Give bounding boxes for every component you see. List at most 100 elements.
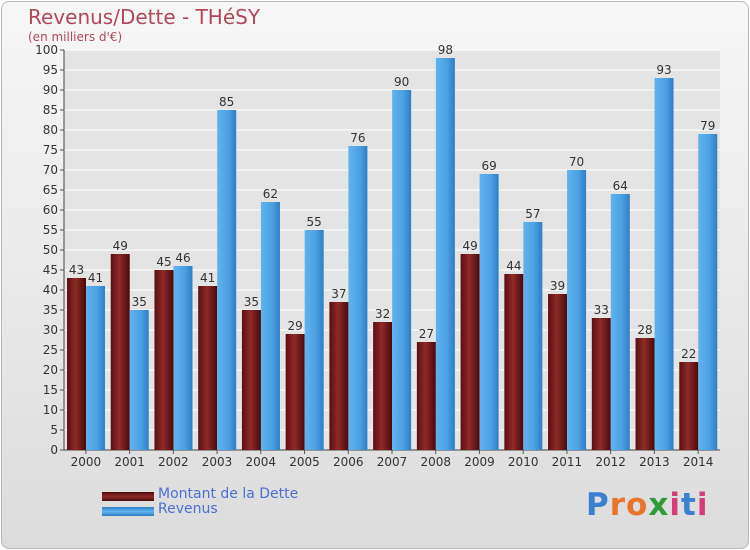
data-label-dette: 41 <box>200 271 215 285</box>
y-tick-label: 60 <box>43 203 58 217</box>
chart-subtitle: (en milliers d'€) <box>28 30 123 44</box>
data-label-dette: 33 <box>594 303 609 317</box>
x-tick-label: 2003 <box>202 455 233 469</box>
data-label-dette: 32 <box>375 307 390 321</box>
bar-dette <box>460 254 480 450</box>
bar-dette <box>110 254 130 450</box>
bar-dette <box>373 322 393 450</box>
y-tick-label: 85 <box>43 103 58 117</box>
data-label-dette: 43 <box>69 263 84 277</box>
y-tick-label: 45 <box>43 263 58 277</box>
y-tick-label: 10 <box>43 403 58 417</box>
data-label-revenus: 55 <box>307 215 322 229</box>
bar-dette <box>504 274 524 450</box>
data-label-revenus: 57 <box>525 207 540 221</box>
y-tick-label: 30 <box>43 323 58 337</box>
bar-dette <box>548 294 568 450</box>
x-tick-label: 2004 <box>246 455 277 469</box>
data-label-revenus: 93 <box>656 63 671 77</box>
bar-revenus <box>610 194 630 450</box>
plot-area: 0 5 10 15 20 25 30 35 40 45 50 55 60 65 70 75 80 85 90 95 10… <box>35 43 720 469</box>
bar-revenus <box>129 310 149 450</box>
x-tick-label: 2011 <box>552 455 583 469</box>
x-tick-label: 2012 <box>595 455 626 469</box>
x-tick-label: 2002 <box>158 455 189 469</box>
bar-dette <box>679 362 699 450</box>
bar-dette <box>198 286 218 450</box>
bar-dette <box>285 334 305 450</box>
bar-revenus <box>348 146 368 450</box>
bar-revenus <box>86 286 105 450</box>
bar-dette <box>416 342 436 450</box>
y-tick-label: 70 <box>43 163 58 177</box>
data-label-dette: 29 <box>288 319 303 333</box>
data-label-dette: 49 <box>113 239 128 253</box>
bar-revenus <box>698 134 718 450</box>
bar-dette <box>591 318 611 450</box>
y-tick-label: 55 <box>43 223 58 237</box>
y-tick-label: 25 <box>43 343 58 357</box>
bar-revenus <box>217 110 237 450</box>
data-label-revenus: 69 <box>481 159 496 173</box>
bar-revenus <box>479 174 499 450</box>
legend-swatch-dette <box>102 492 154 501</box>
bar-revenus <box>304 230 324 450</box>
x-tick-label: 2009 <box>464 455 495 469</box>
y-tick-label: 5 <box>50 423 58 437</box>
bar-dette <box>241 310 261 450</box>
y-tick-label: 20 <box>43 363 58 377</box>
data-label-revenus: 35 <box>132 295 147 309</box>
bar-revenus <box>567 170 587 450</box>
data-label-dette: 44 <box>506 259 521 273</box>
data-label-dette: 45 <box>156 255 171 269</box>
x-tick-label: 2000 <box>71 455 102 469</box>
x-tick-label: 2013 <box>639 455 670 469</box>
bar-dette <box>635 338 655 450</box>
data-label-revenus: 64 <box>613 179 628 193</box>
data-label-dette: 49 <box>462 239 477 253</box>
chart-title: Revenus/Dette - THéSY <box>28 5 261 29</box>
data-label-dette: 27 <box>419 327 434 341</box>
data-label-revenus: 46 <box>175 251 190 265</box>
y-tick-label: 0 <box>50 443 58 457</box>
data-label-revenus: 98 <box>438 43 453 57</box>
bar-revenus <box>260 202 280 450</box>
bar-revenus <box>173 266 193 450</box>
x-tick-label: 2010 <box>508 455 539 469</box>
legend-label-revenus: Revenus <box>158 501 218 517</box>
bar-revenus <box>435 58 455 450</box>
legend-swatch-revenus <box>102 507 154 516</box>
y-tick-label: 50 <box>43 243 58 257</box>
bar-dette <box>329 302 349 450</box>
data-label-dette: 22 <box>681 347 696 361</box>
data-label-dette: 37 <box>331 287 346 301</box>
y-tick-label: 40 <box>43 283 58 297</box>
data-label-dette: 35 <box>244 295 259 309</box>
legend-label-dette: Montant de la Dette <box>158 486 299 502</box>
bar-dette <box>67 278 86 450</box>
x-tick-label: 2014 <box>683 455 714 469</box>
proxiti-logo: Proxiti <box>586 487 709 523</box>
y-tick-label: 15 <box>43 383 58 397</box>
x-tick-label: 2001 <box>114 455 145 469</box>
data-label-revenus: 76 <box>350 131 365 145</box>
y-tick-label: 100 <box>35 43 58 57</box>
data-label-revenus: 85 <box>219 95 234 109</box>
bar-revenus <box>654 78 674 450</box>
data-label-revenus: 70 <box>569 155 584 169</box>
y-tick-label: 80 <box>43 123 58 137</box>
y-tick-label: 35 <box>43 303 58 317</box>
x-tick-label: 2008 <box>420 455 451 469</box>
y-tick-label: 75 <box>43 143 58 157</box>
data-label-revenus: 41 <box>88 271 103 285</box>
bar-revenus <box>392 90 412 450</box>
data-label-dette: 28 <box>637 323 652 337</box>
data-label-revenus: 62 <box>263 187 278 201</box>
data-label-dette: 39 <box>550 279 565 293</box>
x-tick-label: 2006 <box>333 455 364 469</box>
bar-dette <box>154 270 174 450</box>
y-tick-label: 65 <box>43 183 58 197</box>
data-label-revenus: 79 <box>700 119 715 133</box>
y-tick-label: 90 <box>43 83 58 97</box>
